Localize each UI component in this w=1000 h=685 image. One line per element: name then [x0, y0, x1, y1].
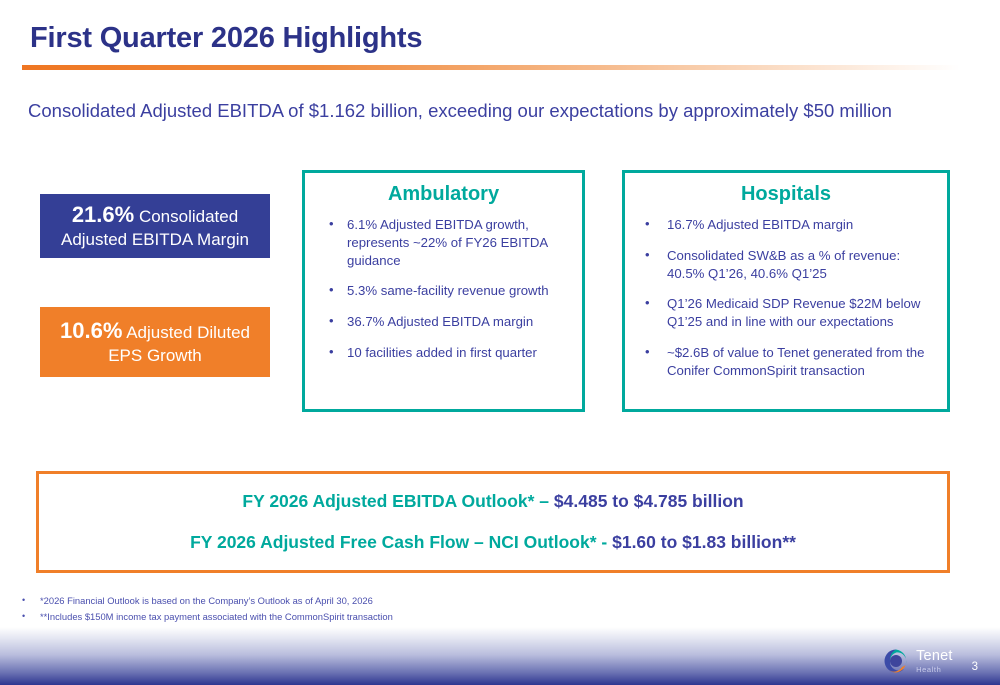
metric-card-eps-growth: 10.6% Adjusted Diluted EPS Growth — [40, 307, 270, 377]
tenet-health-logo: Tenet Health 3 — [883, 648, 978, 674]
bullet-icon: • — [329, 344, 334, 360]
outlook-amount: $4.485 to $4.785 billion — [553, 491, 744, 511]
outlook-amount: $1.60 to $1.83 billion** — [612, 532, 796, 552]
metric-value: 21.6% — [71, 202, 135, 228]
list-item-text: 36.7% Adjusted EBITDA margin — [347, 314, 534, 330]
list-item: • 10 facilities added in first quarter — [323, 344, 570, 362]
list-item-text: ~$2.6B of value to Tenet generated from … — [667, 345, 925, 378]
outlook-line-fcf: FY 2026 Adjusted Free Cash Flow – NCI Ou… — [190, 532, 796, 553]
panel-hospitals: Hospitals • 16.7% Adjusted EBITDA margin… — [622, 170, 950, 412]
page-number: 3 — [971, 661, 978, 673]
list-item: • 16.7% Adjusted EBITDA margin — [639, 216, 937, 234]
bullet-icon: • — [22, 610, 26, 621]
bullet-icon: • — [645, 344, 650, 360]
footnote-item: • *2026 Financial Outlook is based on th… — [16, 593, 393, 609]
logo-wordmark: Tenet Health — [916, 649, 952, 673]
list-item: • Q1’26 Medicaid SDP Revenue $22M below … — [639, 295, 937, 331]
metric-label: Adjusted Diluted EPS Growth — [108, 323, 250, 366]
list-item: • 36.7% Adjusted EBITDA margin — [323, 313, 570, 331]
title-divider — [22, 65, 960, 70]
footnote-text: **Includes $150M income tax payment asso… — [40, 610, 393, 622]
bullet-icon: • — [329, 216, 334, 231]
metric-label: Consolidated Adjusted EBITDA Margin — [60, 207, 250, 250]
footnote-list: • *2026 Financial Outlook is based on th… — [16, 593, 393, 624]
list-item-text: 10 facilities added in first quarter — [347, 345, 537, 361]
list-item: • 5.3% same-facility revenue growth — [323, 282, 570, 300]
outlook-callout-box: FY 2026 Adjusted EBITDA Outlook* – $4.48… — [36, 471, 950, 573]
panel-bullet-list: • 6.1% Adjusted EBITDA growth, represent… — [305, 216, 582, 362]
list-item: • ~$2.6B of value to Tenet generated fro… — [639, 344, 937, 380]
logo-name: Tenet — [916, 648, 953, 664]
subtitle: Consolidated Adjusted EBITDA of $1.162 b… — [28, 100, 892, 121]
list-item: • Consolidated SW&B as a % of revenue: 4… — [639, 247, 937, 283]
metric-value: 10.6% — [60, 318, 123, 344]
bullet-icon: • — [645, 216, 650, 231]
bullet-icon: • — [645, 295, 650, 311]
list-item-text: 6.1% Adjusted EBITDA growth, represents … — [347, 217, 548, 268]
footer-band: Tenet Health 3 — [0, 627, 1000, 685]
bullet-icon: • — [329, 282, 334, 298]
list-item-text: 5.3% same-facility revenue growth — [347, 283, 549, 299]
list-item-text: 16.7% Adjusted EBITDA margin — [667, 217, 854, 232]
bullet-icon: • — [329, 313, 334, 329]
list-item: • 6.1% Adjusted EBITDA growth, represent… — [323, 216, 570, 269]
logo-subtitle: Health — [916, 664, 942, 674]
list-item-text: Q1’26 Medicaid SDP Revenue $22M below Q1… — [667, 296, 921, 330]
outlook-label: FY 2026 Adjusted Free Cash Flow – NCI Ou… — [190, 532, 613, 552]
list-item-text: Consolidated SW&B as a % of revenue: 40.… — [667, 247, 901, 281]
footnote-text: *2026 Financial Outlook is based on the … — [40, 595, 373, 606]
panel-title: Hospitals — [740, 183, 832, 205]
panel-bullet-list: • 16.7% Adjusted EBITDA margin • Consoli… — [625, 216, 947, 380]
metric-card-ebitda-margin: 21.6% Consolidated Adjusted EBITDA Margi… — [40, 194, 270, 258]
footnote-item: • **Includes $150M income tax payment as… — [16, 609, 393, 625]
outlook-line-ebitda: FY 2026 Adjusted EBITDA Outlook* – $4.48… — [242, 491, 743, 512]
panel-ambulatory: Ambulatory • 6.1% Adjusted EBITDA growth… — [302, 170, 585, 412]
page-title: First Quarter 2026 Highlights — [30, 22, 423, 54]
panel-title: Ambulatory — [387, 183, 500, 205]
outlook-label: FY 2026 Adjusted EBITDA Outlook* – — [242, 491, 554, 511]
tenet-swoosh-icon — [884, 649, 907, 673]
bullet-icon: • — [645, 246, 650, 262]
bullet-icon: • — [22, 595, 26, 605]
